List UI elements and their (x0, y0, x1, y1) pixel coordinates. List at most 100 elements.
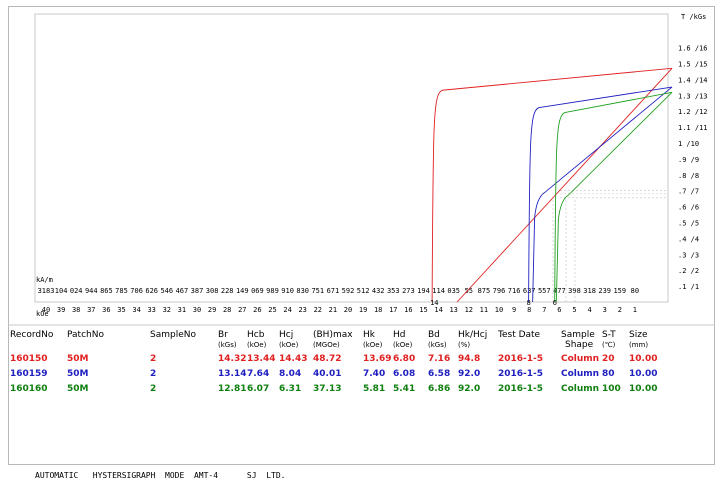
x-tick-label-koe: 20 (344, 306, 352, 314)
x-tick-label-kam: 104 (55, 287, 68, 295)
table-cell: 92.0 (458, 384, 481, 394)
x-axis-title-bottom: kOe (36, 310, 49, 318)
hcj-marker: 6 (553, 299, 557, 307)
x-tick-label-kam: 557 (538, 287, 551, 295)
table-cell: 80 (602, 369, 615, 379)
table-cell: 100 (602, 384, 621, 394)
column-header: RecordNo (10, 330, 54, 340)
y-tick-label: .4 /4 (678, 235, 699, 243)
column-header: Hk (363, 330, 375, 340)
plot-area (34, 13, 669, 303)
footer-caption: AUTOMATIC HYSTERSIGRAPH MODE AMT-4 SJ LT… (35, 471, 286, 480)
column-header: S-T (602, 330, 616, 340)
column-header: Hk/Hcj (458, 330, 488, 340)
y-tick-label: 1.1 /11 (678, 124, 708, 132)
x-tick-label-kam: 751 (311, 287, 324, 295)
x-tick-label-koe: 7 (542, 306, 546, 314)
table-cell: 6.31 (279, 384, 302, 394)
y-tick-label: .3 /3 (678, 251, 699, 259)
x-axis-title-top: kA/m (36, 276, 53, 284)
x-tick-label-koe: 12 (465, 306, 473, 314)
x-tick-label-koe: 3 (603, 306, 607, 314)
y-tick-label: 1.4 /14 (678, 76, 708, 84)
hcj-marker: 14 (430, 299, 438, 307)
table-cell: Column (561, 384, 600, 394)
table-cell: 50M (67, 384, 89, 394)
table-cell: 5.41 (393, 384, 416, 394)
table-cell: 6.86 (428, 384, 451, 394)
x-tick-label-kam: 318 (583, 287, 596, 295)
table-cell: 160150 (10, 354, 48, 364)
y-tick-label: .1 /1 (678, 283, 699, 291)
x-tick-label-kam: 159 (613, 287, 626, 295)
column-header: Sample (561, 330, 595, 340)
table-cell: 37.13 (313, 384, 342, 394)
table-cell: 2016-1-5 (498, 384, 544, 394)
column-unit: (kOe) (393, 341, 413, 349)
table-cell: 7.64 (247, 369, 270, 379)
x-tick-label-kam: 398 (568, 287, 581, 295)
table-cell: 94.8 (458, 354, 481, 364)
y-tick-label: 1.3 /13 (678, 92, 708, 100)
table-cell: 2 (150, 369, 157, 379)
column-unit: (kGs) (428, 341, 447, 349)
table-cell: 5.81 (363, 384, 386, 394)
column-unit: (%) (458, 341, 471, 349)
column-header: Br (218, 330, 228, 340)
y-axis-title: T /kGs (681, 13, 706, 21)
curve-series-160150: 14 (430, 67, 673, 307)
table-cell: 20 (602, 354, 615, 364)
x-tick-label-koe: 39 (57, 306, 65, 314)
column-unit: (kOe) (247, 341, 267, 349)
normal-curve (456, 68, 673, 303)
table-cell: 10.00 (629, 384, 658, 394)
table-cell: 2016-1-5 (498, 369, 544, 379)
table-cell: Column (561, 369, 600, 379)
x-tick-label-koe: 13 (449, 306, 457, 314)
column-unit: (kGs) (218, 341, 237, 349)
y-tick-label: 1 /10 (678, 140, 699, 148)
x-tick-label-koe: 31 (178, 306, 186, 314)
table-cell: 7.16 (428, 354, 451, 364)
x-tick-label-koe: 19 (359, 306, 367, 314)
report-frame (8, 6, 715, 465)
x-tick-label-koe: 30 (193, 306, 201, 314)
x-tick-label-koe: 4 (587, 306, 591, 314)
x-tick-label-koe: 1 (633, 306, 637, 314)
x-tick-label-kam: 194 (417, 287, 430, 295)
table-cell: 2016-1-5 (498, 354, 544, 364)
x-tick-label-kam: 432 (372, 287, 385, 295)
x-tick-label-koe: 24 (283, 306, 291, 314)
curve-series-160159: 8 (527, 86, 673, 307)
x-tick-label-kam: 796 (493, 287, 506, 295)
table-cell: 6.80 (393, 354, 416, 364)
x-tick-label-kam: 273 (402, 287, 415, 295)
column-header: Hd (393, 330, 406, 340)
x-tick-label-koe: 17 (389, 306, 397, 314)
x-tick-label-kam: 546 (160, 287, 173, 295)
intrinsic-curve (528, 86, 673, 303)
x-tick-label-kam: 149 (236, 287, 249, 295)
table-cell: 50M (67, 369, 89, 379)
column-unit: (kOe) (279, 341, 299, 349)
x-tick-label-kam: 387 (191, 287, 204, 295)
table-cell: 12.81 (218, 384, 247, 394)
column-unit: (MGOe) (313, 341, 340, 349)
x-tick-label-koe: 21 (329, 306, 337, 314)
x-tick-label-koe: 10 (495, 306, 503, 314)
x-tick-label-koe: 25 (268, 306, 276, 314)
column-header: Test Date (498, 330, 541, 340)
y-tick-label: .7 /7 (678, 188, 699, 196)
y-tick-label: .9 /9 (678, 156, 699, 164)
x-tick-label-kam: 114 (432, 287, 445, 295)
x-tick-label-kam: 467 (176, 287, 189, 295)
x-tick-label-kam: 239 (598, 287, 611, 295)
table-cell: Column (561, 354, 600, 364)
curves: 14 8 6 (430, 67, 673, 307)
table-cell: 160160 (10, 384, 48, 394)
normal-curve (532, 86, 673, 303)
intrinsic-curve (431, 67, 673, 303)
x-tick-label-koe: 8 (527, 306, 531, 314)
x-tick-label-koe: 6 (557, 306, 561, 314)
table-cell: 10.00 (629, 369, 658, 379)
